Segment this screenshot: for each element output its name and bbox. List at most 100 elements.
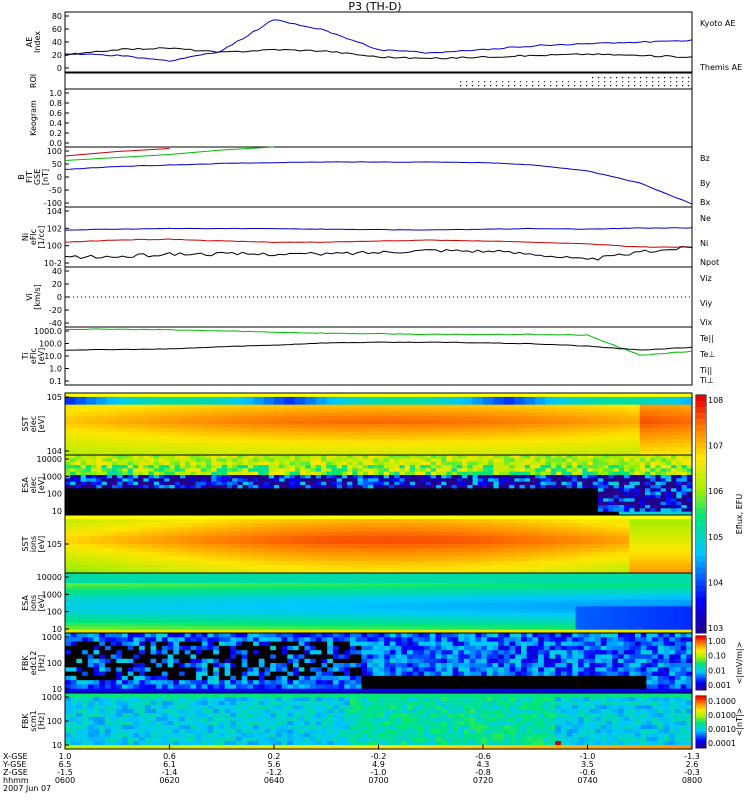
colorbar-cell-nt bbox=[696, 720, 706, 723]
roi-marker bbox=[460, 81, 462, 83]
xtick-zgse: -1.5 bbox=[57, 768, 73, 777]
roi-marker bbox=[676, 81, 678, 83]
roi-marker bbox=[520, 81, 522, 83]
legend-vi: Viz bbox=[700, 274, 712, 283]
roi-marker bbox=[538, 85, 540, 87]
colorbar-tick-mvm: 0.001 bbox=[708, 681, 731, 690]
roi-marker bbox=[616, 85, 618, 87]
ytick-sst_i: 105 bbox=[47, 540, 62, 549]
colorbar-cell-eflux bbox=[696, 436, 706, 444]
xtick-xgse: 1.0 bbox=[59, 752, 72, 761]
colorbar-cell-mvm bbox=[696, 642, 706, 645]
colorbar-tick-eflux: 108 bbox=[708, 396, 723, 405]
ytick-fbk_scm: 10 bbox=[52, 741, 62, 750]
roi-marker bbox=[550, 85, 552, 87]
ytick-bfit: 0 bbox=[57, 173, 62, 182]
ylabel-fbk_edc: [Hz] bbox=[37, 655, 46, 671]
ylabel-bfit: FIT bbox=[25, 171, 34, 183]
colorbar-cell-eflux bbox=[696, 472, 706, 479]
colorbar-cell-mvm bbox=[696, 671, 706, 673]
xtick-xgse: -1.0 bbox=[580, 752, 596, 761]
roi-marker bbox=[670, 85, 672, 87]
roi-marker bbox=[682, 77, 684, 79]
colorbar-cell-mvm bbox=[696, 676, 706, 679]
colorbar-label-eflux: Eflux, EFU bbox=[735, 494, 744, 535]
colorbar-cell-eflux bbox=[696, 537, 706, 545]
panel-frame-ti bbox=[64, 326, 693, 386]
ytick-ni: 100 bbox=[47, 242, 62, 251]
ylabel-sst_e: elec bbox=[29, 416, 38, 432]
colorbar-cell-eflux bbox=[696, 531, 706, 539]
colorbar-cell-eflux bbox=[696, 448, 706, 455]
ylabel-sst_i: [eV] bbox=[37, 536, 46, 553]
colorbar-cell-eflux bbox=[696, 573, 706, 580]
roi-marker bbox=[622, 81, 624, 83]
series-te bbox=[64, 341, 693, 351]
colorbar-cell-nt bbox=[696, 737, 706, 740]
colorbar-cell-nt bbox=[696, 725, 706, 728]
roi-marker bbox=[688, 77, 690, 79]
colorbar-cell-eflux bbox=[696, 400, 706, 408]
ytick-fbk_edc: 100 bbox=[47, 659, 62, 668]
roi-marker bbox=[472, 85, 474, 87]
roi-marker bbox=[664, 85, 666, 87]
ylabel-fbk_scm: [Hz] bbox=[37, 713, 46, 729]
ytick-vi: 20 bbox=[52, 280, 62, 289]
colorbar-cell-nt bbox=[696, 710, 706, 713]
colorbar-cell-nt bbox=[696, 711, 706, 714]
colorbar-cell-nt bbox=[696, 731, 706, 733]
colorbar-cell-nt bbox=[696, 709, 706, 711]
roi-marker bbox=[616, 81, 618, 83]
roi-marker bbox=[604, 77, 606, 79]
roi-marker bbox=[544, 85, 546, 87]
series-bz bbox=[64, 148, 170, 157]
colorbar-cell-eflux bbox=[696, 430, 706, 438]
xtick-zgse: -0.6 bbox=[580, 768, 596, 777]
colorbar-cell-mvm bbox=[696, 669, 706, 672]
roi-marker bbox=[610, 81, 612, 83]
roi-marker bbox=[640, 81, 642, 83]
colorbar-tick-eflux: 103 bbox=[708, 624, 723, 633]
ytick-ti: 1000.0 bbox=[34, 327, 62, 336]
roi-marker bbox=[622, 85, 624, 87]
roi-marker bbox=[460, 85, 462, 87]
xtick-xgse: -0.6 bbox=[475, 752, 491, 761]
ytick-keogram: 0.0 bbox=[49, 139, 62, 148]
roi-marker bbox=[664, 81, 666, 83]
legend-ti: Te|| bbox=[699, 334, 714, 343]
colorbar-cell-nt bbox=[696, 703, 706, 706]
roi-marker bbox=[658, 77, 660, 79]
roi-marker bbox=[580, 85, 582, 87]
roi-marker bbox=[502, 81, 504, 83]
colorbar-cell-nt bbox=[696, 698, 706, 701]
xtick-xgse: -0.2 bbox=[371, 752, 387, 761]
ylabel-sst_i: SST bbox=[21, 536, 30, 551]
roi-marker bbox=[616, 77, 618, 79]
roi-marker bbox=[490, 81, 492, 83]
colorbar-cell-nt bbox=[696, 723, 706, 726]
roi-marker bbox=[466, 85, 468, 87]
roi-marker bbox=[646, 77, 648, 79]
colorbar-tick-nt: 0.0100 bbox=[708, 711, 736, 720]
colorbar-cell-eflux bbox=[696, 418, 706, 426]
colorbar-cell-eflux bbox=[696, 502, 706, 509]
colorbar-tick-eflux: 105 bbox=[708, 533, 723, 542]
footer-row-label: Z-GSE bbox=[3, 768, 28, 777]
roi-marker bbox=[568, 85, 570, 87]
ytick-ti: 0.1 bbox=[49, 377, 62, 386]
ytick-bfit: 100 bbox=[47, 147, 62, 156]
ytick-fbk_edc: 10 bbox=[52, 685, 62, 694]
ytick-ti: 100.0 bbox=[39, 340, 62, 349]
colorbar-tick-mvm: 0.10 bbox=[708, 652, 726, 661]
ylabel-keogram: Keogram bbox=[29, 100, 38, 136]
colorbar-cell-mvm bbox=[696, 683, 706, 686]
sst-ions-spectrogram bbox=[65, 515, 693, 574]
colorbar-tick-mvm: 0.01 bbox=[708, 666, 726, 675]
ylabel-sst_i: ions bbox=[29, 536, 38, 552]
roi-marker bbox=[466, 81, 468, 83]
legend-bfit: By bbox=[700, 179, 710, 188]
ytick-esa_i: 10 bbox=[52, 625, 62, 634]
roi-marker bbox=[508, 85, 510, 87]
xtick-hhmm: 0740 bbox=[577, 776, 597, 785]
ylabel-vi: [km/s] bbox=[33, 284, 42, 310]
